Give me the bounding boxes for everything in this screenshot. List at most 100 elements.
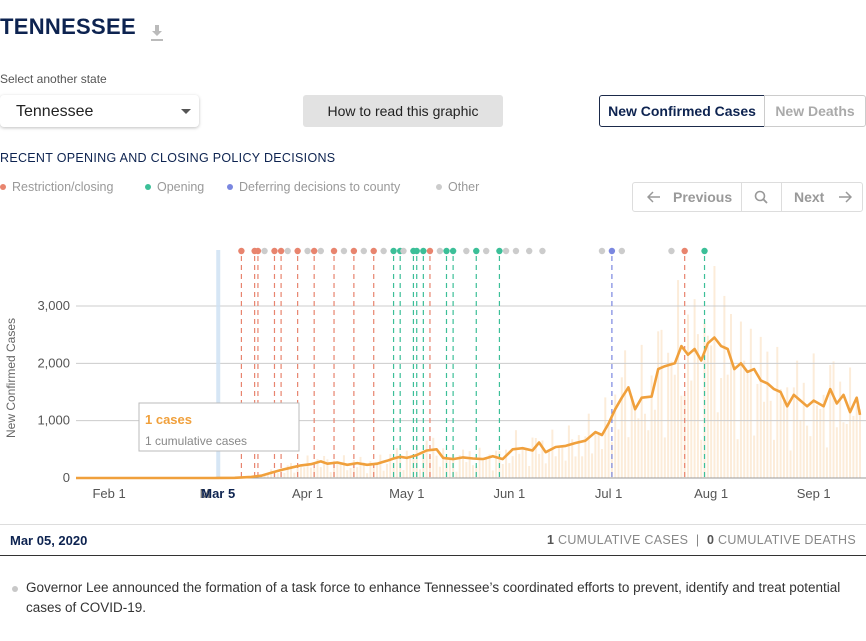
tab-new-deaths[interactable]: New Deaths	[764, 95, 866, 127]
note-text: Governor Lee announced the formation of …	[26, 580, 841, 615]
daily-bar	[366, 473, 369, 478]
daily-bar	[726, 374, 729, 478]
daily-bar	[286, 465, 289, 478]
policy-event-dot	[261, 247, 268, 255]
daily-bar	[720, 378, 723, 478]
daily-bar	[799, 419, 802, 478]
daily-bar	[389, 453, 392, 478]
daily-bar	[548, 451, 551, 478]
next-button[interactable]: Next	[782, 183, 862, 211]
daily-bar	[346, 470, 349, 478]
download-icon[interactable]	[150, 24, 164, 42]
legend-item-restriction: Restriction/closing	[0, 180, 113, 194]
daily-bar	[544, 463, 547, 478]
daily-bar	[352, 460, 355, 478]
state-select[interactable]: Tennessee	[0, 95, 199, 127]
arrow-left-icon	[647, 191, 660, 203]
daily-bar	[825, 447, 828, 478]
previous-button[interactable]: Previous	[633, 183, 742, 211]
daily-bar	[736, 439, 739, 478]
daily-bar	[299, 466, 302, 478]
policy-event-dot	[400, 247, 407, 255]
policy-note: Governor Lee announced the formation of …	[12, 578, 860, 618]
daily-bar	[706, 335, 709, 478]
daily-bar	[792, 387, 795, 478]
daily-bar	[597, 434, 600, 478]
daily-bar	[326, 459, 329, 478]
daily-bar	[667, 352, 670, 478]
daily-bar	[505, 449, 508, 478]
daily-bar	[673, 374, 676, 478]
daily-bar	[796, 360, 799, 478]
daily-bar	[806, 425, 809, 478]
daily-bar	[584, 436, 587, 478]
daily-bar	[571, 439, 574, 478]
legend-label: Restriction/closing	[12, 180, 114, 194]
x-tick-label: Aug 1	[694, 486, 728, 501]
daily-bar	[630, 396, 633, 478]
policy-event-dot	[271, 247, 278, 255]
daily-bar	[276, 473, 279, 478]
x-tick-label: Feb 1	[92, 486, 125, 501]
policy-event-dot	[390, 247, 397, 255]
daily-bar	[713, 266, 716, 478]
daily-bar	[445, 459, 448, 478]
policy-event-dot	[608, 247, 616, 255]
daily-bar	[518, 453, 521, 478]
search-button[interactable]	[741, 183, 782, 211]
y-tick-label: 3,000	[37, 298, 70, 313]
daily-bar	[587, 413, 590, 478]
daily-bar	[723, 295, 726, 478]
daily-bar	[448, 457, 451, 478]
daily-bar	[835, 427, 838, 478]
arrow-right-icon	[839, 191, 852, 203]
tab-new-confirmed-cases[interactable]: New Confirmed Cases	[599, 95, 765, 127]
daily-bar	[478, 447, 481, 478]
daily-bar	[283, 472, 286, 478]
tooltip-cumulative: 1 cumulative cases	[145, 434, 247, 448]
daily-bar	[339, 464, 342, 478]
daily-bar	[739, 321, 742, 478]
daily-bar	[425, 440, 428, 478]
daily-bar	[733, 369, 736, 478]
daily-bar	[693, 299, 696, 478]
daily-bar	[379, 454, 382, 478]
daily-bar	[729, 313, 732, 478]
policy-event-dot	[340, 247, 348, 255]
daily-bar	[554, 456, 557, 478]
daily-bar	[369, 461, 372, 478]
daily-bar	[782, 401, 785, 478]
daily-bar	[591, 453, 594, 478]
tooltip: 1 cases 1 cumulative cases	[138, 402, 300, 452]
daily-bar	[376, 463, 379, 478]
policy-event-dot	[317, 247, 324, 255]
legend-item-opening: Opening	[145, 180, 204, 194]
daily-bar	[650, 375, 653, 478]
daily-bar	[753, 435, 756, 478]
daily-bar	[495, 450, 498, 478]
how-to-read-button[interactable]: How to read this graphic	[303, 95, 503, 127]
daily-bar	[471, 465, 474, 478]
policy-event-dot	[668, 247, 675, 255]
daily-bar	[700, 439, 703, 478]
daily-bar	[303, 467, 306, 478]
daily-bar	[690, 380, 693, 478]
policy-event-dot	[482, 247, 490, 255]
daily-bar	[557, 447, 560, 478]
selected-date-band[interactable]	[216, 250, 221, 478]
policy-event-dot	[254, 247, 262, 255]
cumulative-deaths-label: CUMULATIVE DEATHS	[718, 533, 856, 547]
daily-bar	[567, 425, 570, 478]
policy-event-dot	[370, 247, 377, 255]
daily-bar	[442, 448, 445, 478]
event-navigation: Previous Next	[632, 182, 863, 212]
daily-bar	[564, 460, 567, 478]
legend-dot	[436, 183, 442, 190]
daily-bar	[319, 467, 322, 478]
daily-bar	[769, 400, 772, 478]
daily-bar	[402, 470, 405, 478]
selected-date-label: Mar 5	[201, 486, 235, 501]
note-bullet	[12, 586, 18, 592]
daily-bar	[789, 450, 792, 478]
daily-bar	[716, 412, 719, 478]
